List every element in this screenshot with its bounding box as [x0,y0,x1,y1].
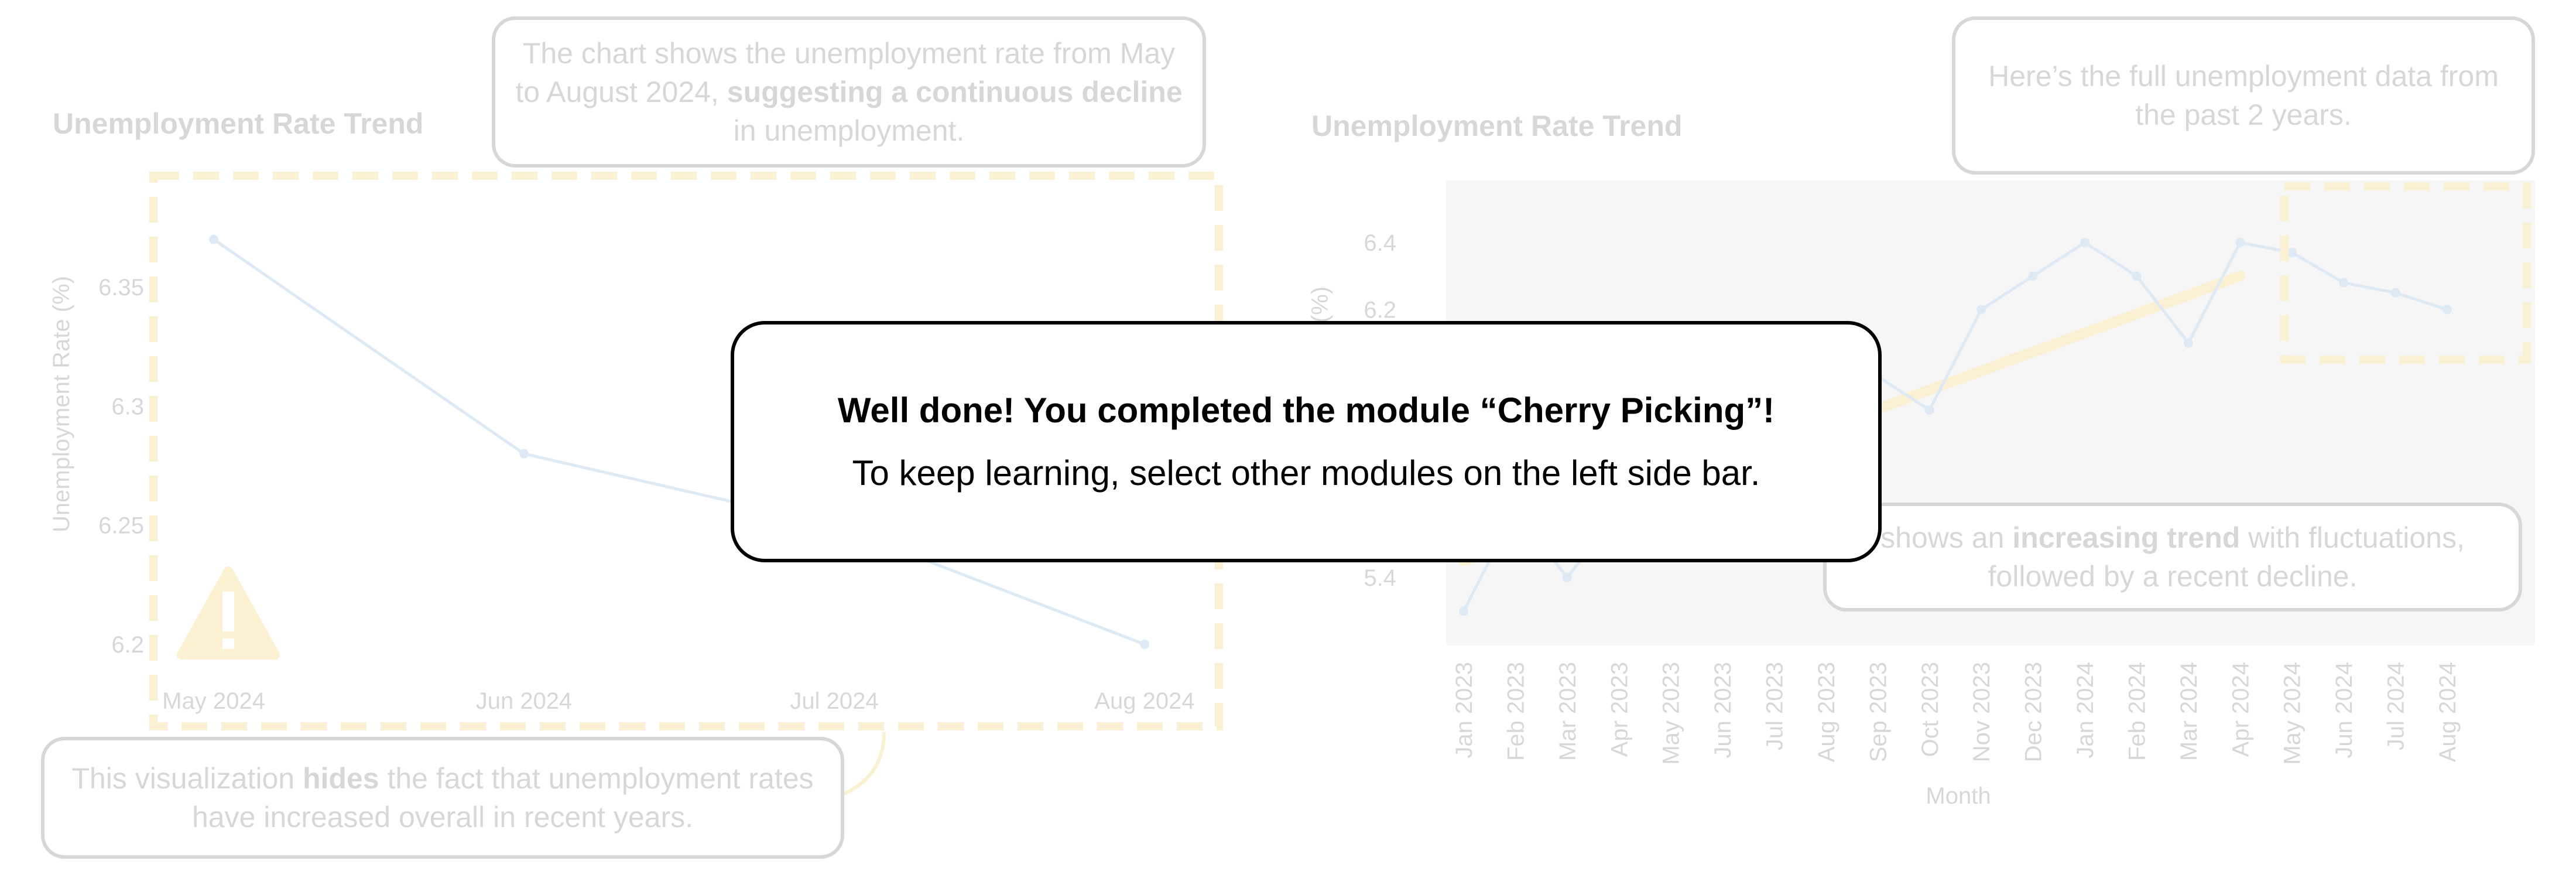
right-x-tick-19: Aug 2024 [2435,662,2461,762]
left-x-tick-2: Jul 2024 [790,688,878,714]
left-y-axis-label: Unemployment Rate (%) [49,276,74,532]
left-x-tick-1: Jun 2024 [476,688,573,714]
right-data-point-11 [2028,271,2038,281]
left-highlight-box [149,172,1223,730]
modal-text: To keep learning, select other modules o… [852,453,1760,493]
right-x-tick-18: Jul 2024 [2383,662,2409,750]
right-x-tick-1: Feb 2023 [1503,662,1529,761]
right-x-tick-11: Dec 2023 [2021,662,2047,762]
right-data-point-2 [1562,573,1572,582]
right-data-point-14 [2183,338,2193,348]
right-y-tick-1: 6.2 [1364,297,1396,323]
right-x-tick-12: Jan 2024 [2073,662,2098,759]
right-data-point-19 [2443,305,2452,315]
left-data-point-0 [209,234,218,244]
left-x-tick-3: Aug 2024 [1094,688,1194,714]
left-chart: Unemployment Rate (%) 6.2 6.25 6.3 6.35 May… [49,172,1223,798]
right-data-point-13 [2132,271,2142,281]
left-y-tick-1: 6.25 [98,513,144,539]
right-y-tick-2: 6.4 [1364,230,1396,256]
modal-title: Well done! You completed the module “Che… [837,391,1775,430]
left-x-tick-0: May 2024 [162,688,265,714]
left-callout-top: The chart shows the unemployment rate fr… [492,16,1206,168]
right-data-point-0 [1459,606,1468,616]
right-x-tick-7: Aug 2023 [1814,662,1839,762]
right-x-tick-10: Nov 2023 [1969,662,1995,762]
right-data-point-16 [2287,248,2297,258]
left-y-tick-0: 6.2 [111,632,144,658]
right-data-point-17 [2339,278,2349,288]
right-y-axis-label: (%) [1307,286,1333,323]
warning-triangle-icon [177,566,280,660]
right-callout-top: Here’s the full unemployment data from t… [1952,16,2535,175]
right-chart-title: Unemployment Rate Trend [1311,110,1683,142]
left-chart-title: Unemployment Rate Trend [53,107,424,140]
right-y-tick-0: 5.4 [1364,565,1396,591]
right-x-tick-17: Jun 2024 [2331,662,2357,759]
right-data-point-9 [1924,405,1934,415]
right-x-tick-0: Jan 2023 [1451,662,1477,759]
right-x-tick-2: Mar 2023 [1555,662,1581,761]
completion-modal: Well done! You completed the module “Che… [731,321,1882,562]
right-data-point-18 [2390,288,2400,298]
right-x-tick-5: Jun 2023 [1710,662,1736,759]
left-data-point-1 [519,449,529,459]
right-x-tick-14: Mar 2024 [2176,662,2202,761]
left-callout-bottom: This visualization hides the fact that u… [41,737,844,859]
left-series-line [213,238,1145,646]
right-highlight-box [2280,182,2531,364]
right-x-tick-4: May 2023 [1659,662,1684,765]
right-data-point-12 [2080,238,2090,247]
left-y-tick-3: 6.35 [98,275,144,300]
right-x-tick-13: Feb 2024 [2124,662,2150,761]
right-x-tick-15: Apr 2024 [2228,662,2253,757]
right-x-tick-16: May 2024 [2280,662,2306,765]
left-data-point-3 [1140,640,1149,649]
right-x-tick-8: Sep 2023 [1865,662,1891,762]
right-x-tick-9: Oct 2023 [1917,662,1943,757]
left-y-tick-2: 6.3 [111,394,144,419]
right-data-point-15 [2235,238,2245,247]
left-callout-arrow [836,732,886,798]
right-x-tick-6: Jul 2023 [1762,662,1788,750]
right-data-point-10 [1976,305,1986,315]
right-callout-bottom: shows an increasing trend with fluctuati… [1823,503,2522,612]
right-x-tick-3: Apr 2023 [1606,662,1632,757]
right-x-axis-label: Month [1926,783,1991,809]
